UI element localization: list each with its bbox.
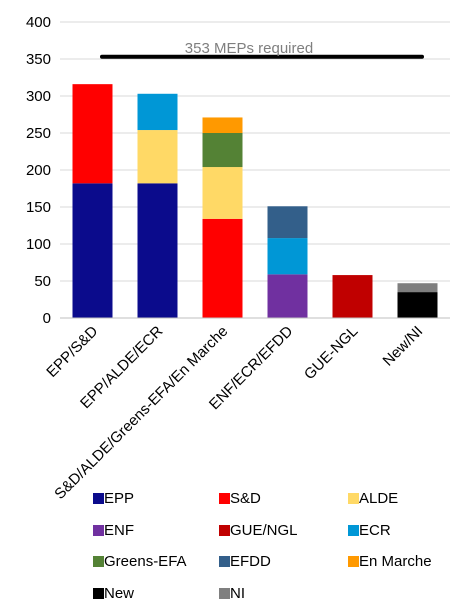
legend-label: Greens-EFA: [104, 553, 187, 570]
bar-new: [397, 292, 438, 318]
bar-s-d: [202, 218, 243, 318]
bar-greens-efa: [202, 133, 243, 168]
bar-ecr: [267, 238, 308, 275]
x-tick-label: New/NI: [380, 323, 427, 370]
legend-swatch: [219, 588, 230, 599]
legend: EPP S&D ALDE ENF GUE/NGL ECR Greens-EFA EFDD En …: [93, 490, 432, 602]
legend-swatch: [348, 493, 359, 504]
bar-epp: [137, 183, 178, 318]
legend-swatch: [93, 588, 104, 599]
legend-label: ALDE: [359, 490, 398, 507]
y-tick-label: 200: [26, 162, 51, 179]
legend-swatch: [93, 525, 104, 536]
legend-label: En Marche: [359, 553, 432, 570]
legend-label: GUE/NGL: [230, 522, 298, 539]
y-tick-label: 0: [43, 310, 51, 327]
y-tick-label: 100: [26, 236, 51, 253]
threshold-label: 353 MEPs required: [185, 40, 313, 57]
bar-efdd: [267, 206, 308, 239]
threshold: 353 MEPs required: [100, 38, 424, 59]
grid-lines: [60, 21, 450, 282]
legend-swatch: [348, 525, 359, 536]
bar-enf: [267, 274, 308, 318]
bar-gue-ngl: [332, 275, 373, 318]
legend-label: NI: [230, 585, 245, 602]
bar-epp: [72, 183, 113, 318]
bar-ni: [397, 283, 438, 293]
legend-swatch: [93, 493, 104, 504]
y-tick-label: 150: [26, 199, 51, 216]
y-tick-label: 250: [26, 125, 51, 142]
bar-alde: [202, 167, 243, 219]
y-tick-label: 400: [26, 14, 51, 31]
legend-label: New: [104, 585, 134, 602]
bar-ecr: [137, 93, 178, 131]
legend-swatch: [219, 493, 230, 504]
x-tick-label: EPP/S&D: [43, 323, 101, 381]
bars: [72, 84, 438, 318]
y-tick-labels: 0 50 100 150 200 250 300 350 400: [26, 14, 51, 327]
legend-label: ENF: [104, 522, 134, 539]
legend-swatch: [219, 556, 230, 567]
x-tick-label: GUE-NGL: [301, 323, 361, 383]
bar-s-d: [72, 84, 113, 184]
legend-label: EPP: [104, 490, 134, 507]
legend-swatch: [219, 525, 230, 536]
y-tick-label: 350: [26, 51, 51, 68]
legend-label: S&D: [230, 490, 261, 507]
y-tick-label: 300: [26, 88, 51, 105]
y-tick-label: 50: [34, 273, 51, 290]
bar-en-marche: [202, 117, 243, 133]
threshold-label-background: [166, 38, 332, 53]
x-tick-labels: EPP/S&DEPP/ALDE/ECRS&D/ALDE/Greens-EFA/E…: [43, 323, 426, 503]
legend-label: EFDD: [230, 553, 271, 570]
legend-label: ECR: [359, 522, 391, 539]
legend-swatch: [348, 556, 359, 567]
legend-swatch: [93, 556, 104, 567]
bar-alde: [137, 130, 178, 184]
